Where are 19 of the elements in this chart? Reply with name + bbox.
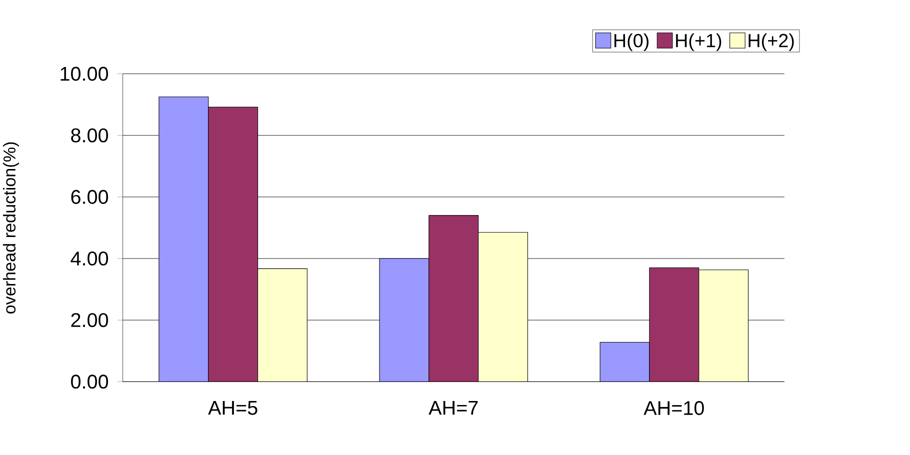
- bar: [158, 96, 209, 382]
- legend-label: H(+2): [748, 33, 794, 51]
- y-tick-label: 8.00: [71, 128, 108, 142]
- y-tick-label: 10.00: [60, 66, 108, 81]
- x-tick-label: AH=5: [208, 400, 258, 415]
- y-tick-label: 4.00: [70, 251, 108, 266]
- x-tick-label: AH=7: [428, 400, 478, 414]
- bar: [257, 268, 308, 382]
- bar: [600, 342, 650, 382]
- y-axis-title: overhead reduction(%): [3, 142, 19, 314]
- bar: [379, 258, 430, 382]
- y-tick-label: 6.00: [71, 190, 108, 204]
- legend-label: H(+1): [676, 33, 722, 51]
- y-tick-label: 2.00: [71, 312, 108, 327]
- legend-label: H(0): [614, 33, 648, 51]
- bar: [478, 232, 528, 382]
- y-tick-label: 0.00: [71, 374, 108, 388]
- x-tick-label: AH=10: [644, 400, 704, 415]
- bar: [698, 269, 749, 382]
